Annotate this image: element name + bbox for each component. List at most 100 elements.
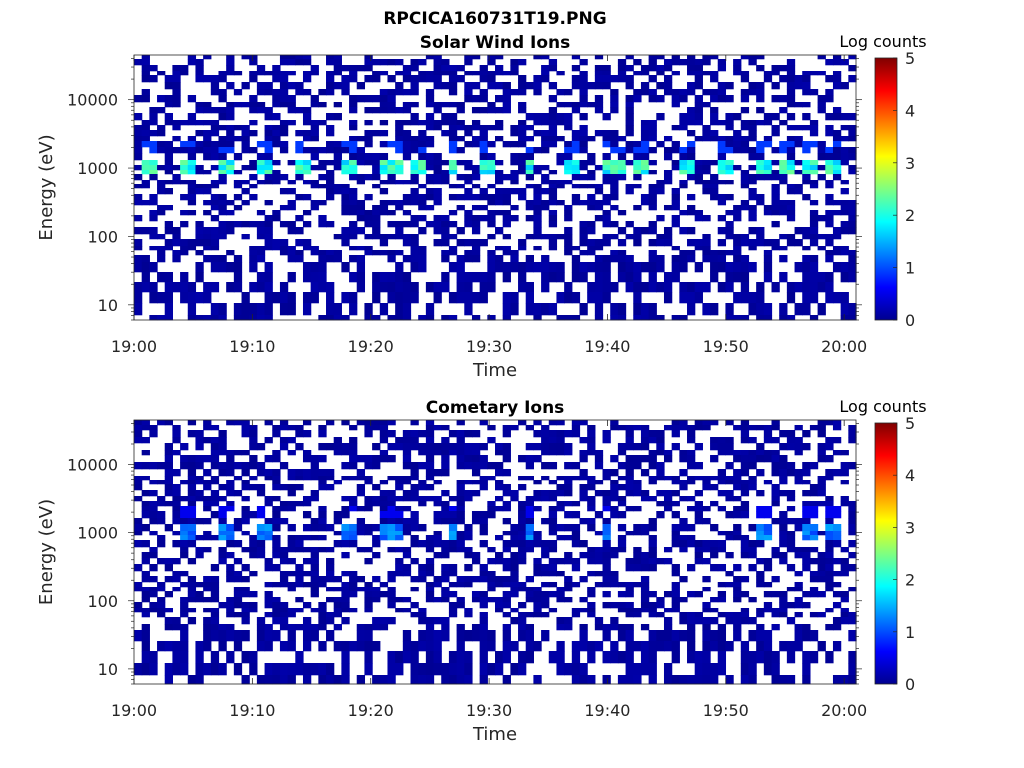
spectrogram-cell: [218, 552, 227, 559]
spectrogram-cell: [387, 315, 396, 321]
spectrogram-cell: [510, 531, 519, 536]
spectrogram-cell: [203, 617, 212, 625]
spectrogram-cell: [740, 184, 750, 189]
spectrogram-cell: [779, 524, 788, 532]
spectrogram-cell: [241, 531, 250, 536]
spectrogram-cell: [141, 630, 150, 642]
spectrogram-cell: [172, 490, 181, 497]
spectrogram-cell: [825, 221, 834, 228]
spectrogram-cell: [141, 524, 150, 532]
spectrogram-cell: [740, 425, 750, 431]
spectrogram-cell: [272, 476, 281, 481]
spectrogram-cell: [134, 95, 143, 103]
spectrogram-cell: [203, 501, 212, 507]
spectrogram-cell: [556, 524, 565, 532]
spectrogram-cell: [210, 443, 220, 451]
spectrogram-cell: [387, 591, 396, 598]
spectrogram-cell: [602, 141, 611, 148]
spectrogram-cell: [141, 200, 150, 206]
spectrogram-cell: [602, 174, 611, 181]
spectrogram-cell: [487, 55, 496, 60]
spectrogram-cell: [809, 425, 819, 431]
spectrogram-cell: [372, 75, 381, 83]
spectrogram-cell: [625, 641, 634, 652]
spectrogram-cell: [725, 490, 734, 497]
spectrogram-cell: [832, 469, 842, 477]
spectrogram-cell: [763, 205, 773, 211]
spectrogram-cell: [379, 430, 389, 438]
spectrogram-cell: [640, 430, 650, 438]
spectrogram-cell: [702, 558, 711, 565]
spectrogram-cell: [410, 496, 419, 502]
spectrogram-cell: [372, 591, 381, 598]
spectrogram-cell: [187, 531, 197, 536]
spectrogram-cell: [418, 200, 427, 206]
spectrogram-cell: [848, 630, 857, 642]
spectrogram-cell: [471, 558, 481, 565]
spectrogram-cell: [157, 130, 166, 137]
spectrogram-cell: [840, 303, 849, 316]
spectrogram-cell: [149, 174, 158, 181]
spectrogram-cell: [587, 239, 596, 247]
spectrogram-cell: [471, 518, 481, 525]
spectrogram-cell: [210, 496, 220, 502]
spectrogram-cell: [164, 205, 173, 211]
spectrogram-cell: [402, 71, 412, 76]
spectrogram-cell: [687, 194, 696, 201]
spectrogram-cell: [441, 469, 450, 477]
spectrogram-cell: [249, 571, 258, 577]
spectrogram-cell: [848, 136, 857, 142]
spectrogram-cell: [725, 571, 734, 577]
spectrogram-cell: [610, 136, 619, 142]
spectrogram-cell: [164, 180, 173, 185]
spectrogram-cell: [725, 582, 734, 588]
spectrogram-cell: [525, 524, 534, 532]
spectrogram-cell: [287, 484, 296, 491]
spectrogram-cell: [326, 315, 335, 321]
spectrogram-cell: [541, 437, 550, 444]
spectrogram-cell: [548, 180, 558, 185]
spectrogram-cell: [771, 518, 780, 525]
spectrogram-cell: [763, 120, 773, 126]
spectrogram-cell: [771, 455, 780, 463]
spectrogram-cell: [372, 524, 381, 532]
spectrogram-cell: [725, 476, 734, 481]
spectrogram-cell: [717, 630, 727, 642]
spectrogram-cell: [786, 535, 796, 541]
spectrogram-cell: [571, 165, 581, 171]
spectrogram-cell: [571, 246, 581, 251]
spectrogram-cell: [464, 496, 473, 502]
spectrogram-cell: [848, 315, 857, 321]
spectrogram-cell: [625, 651, 634, 664]
spectrogram-cell: [448, 591, 458, 598]
spectrogram-cell: [479, 518, 488, 525]
spectrogram-cell: [349, 591, 358, 598]
spectrogram-cell: [771, 239, 780, 247]
spectrogram-cell: [272, 239, 281, 247]
spectrogram-cell: [134, 174, 143, 181]
spectrogram-cell: [287, 476, 296, 481]
spectrogram-cell: [456, 65, 465, 72]
spectrogram-cell: [610, 170, 619, 175]
spectrogram-cell: [349, 205, 358, 211]
spectrogram-cell: [687, 564, 696, 572]
spectrogram-cell: [748, 147, 757, 154]
spectrogram-cell: [418, 462, 427, 470]
spectrogram-cell: [333, 480, 342, 485]
spectrogram-cell: [763, 239, 773, 247]
spectrogram-cell: [556, 597, 565, 603]
spectrogram-cell: [771, 188, 780, 195]
spectrogram-cell: [710, 484, 719, 491]
spectrogram-cell: [487, 71, 496, 76]
spectrogram-cell: [594, 571, 604, 577]
spectrogram-cell: [379, 205, 389, 211]
spectrogram-cell: [717, 651, 727, 664]
spectrogram-cell: [533, 571, 542, 577]
spectrogram-cell: [756, 234, 765, 240]
spectrogram-cell: [817, 71, 826, 76]
spectrogram-cell: [441, 506, 450, 512]
spectrogram-cell: [556, 292, 565, 304]
spectrogram-cell: [594, 107, 604, 114]
spectrogram-cell: [679, 675, 688, 685]
spectrogram-cell: [633, 443, 642, 451]
